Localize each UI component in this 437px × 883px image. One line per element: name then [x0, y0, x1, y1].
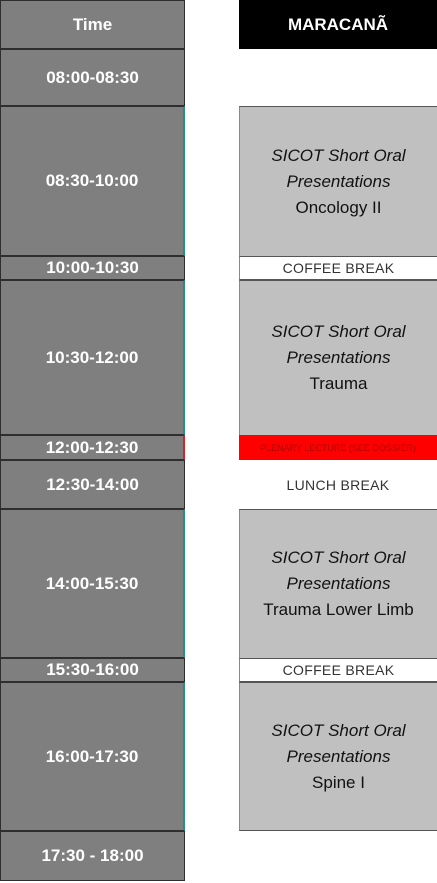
session-title-line2: Presentations [286, 574, 391, 593]
time-slot-label: 10:30-12:00 [45, 347, 139, 367]
session-title-line2: Presentations [286, 746, 391, 766]
time-slot: 08:30-10:00 [0, 106, 185, 256]
lunch-break-label: LUNCH BREAK [286, 476, 390, 493]
time-slot-label: 12:30-14:00 [46, 474, 139, 494]
time-slot: 10:00-10:30 [0, 256, 185, 280]
coffee-break-label: COFFEE BREAK [282, 260, 395, 276]
time-slot-label: 15:30-16:00 [46, 660, 139, 679]
session-topic: Oncology II [295, 197, 382, 217]
time-slot: 14:00-15:30 [0, 509, 185, 658]
session-title-line1: SICOT Short Oral [271, 322, 406, 341]
time-slot: 15:30-16:00 [0, 658, 185, 682]
session-topic: Trauma Lower Limb [263, 600, 414, 619]
time-slot-label: 17:30 - 18:00 [41, 846, 144, 865]
lunch-break: LUNCH BREAK [239, 460, 437, 509]
coffee-break-label: COFFEE BREAK [282, 662, 395, 678]
coffee-break: COFFEE BREAK [239, 658, 437, 682]
time-slot-label: 08:30-10:00 [45, 171, 139, 190]
time-slot-label: 12:00-12:30 [45, 437, 139, 457]
session-block: SICOT Short Oral Presentations Trauma [239, 280, 437, 435]
time-slot: 16:00-17:30 [0, 682, 185, 831]
plenary-highlight: PLENARY LECTURE (SEE DOSSIER) [239, 435, 437, 460]
session-title-line1: SICOT Short Oral [271, 720, 406, 740]
time-slot: 12:30-14:00 [0, 460, 185, 509]
session-title-line2: Presentations [286, 171, 391, 191]
session-title-line2: Presentations [286, 348, 391, 367]
session-block: SICOT Short Oral Presentations Spine I [239, 682, 437, 831]
time-slot-label: 08:00-08:30 [46, 67, 139, 87]
plenary-label: PLENARY LECTURE (SEE DOSSIER) [260, 442, 416, 453]
session-title-line1: SICOT Short Oral [271, 145, 406, 165]
session-title-line1: SICOT Short Oral [271, 548, 406, 567]
coffee-break: COFFEE BREAK [239, 256, 437, 280]
time-slot-label: 14:00-15:30 [45, 573, 139, 593]
time-header-label: Time [72, 14, 113, 34]
venue-header: MARACANÃ [239, 0, 437, 49]
session-topic: Spine I [312, 772, 365, 792]
session-topic: Trauma [309, 374, 368, 393]
time-slot-label: 16:00-17:30 [45, 746, 139, 766]
time-header: Time [0, 0, 185, 49]
time-slot: 12:00-12:30 [0, 435, 185, 460]
time-slot-label: 10:00-10:30 [46, 258, 139, 277]
session-block: SICOT Short Oral Presentations Trauma Lo… [239, 509, 437, 658]
time-slot: 10:30-12:00 [0, 280, 185, 435]
session-block: SICOT Short Oral Presentations Oncology … [239, 106, 437, 256]
time-slot: 08:00-08:30 [0, 49, 185, 106]
time-slot: 17:30 - 18:00 [0, 831, 185, 881]
venue-name: MARACANÃ [287, 14, 389, 34]
